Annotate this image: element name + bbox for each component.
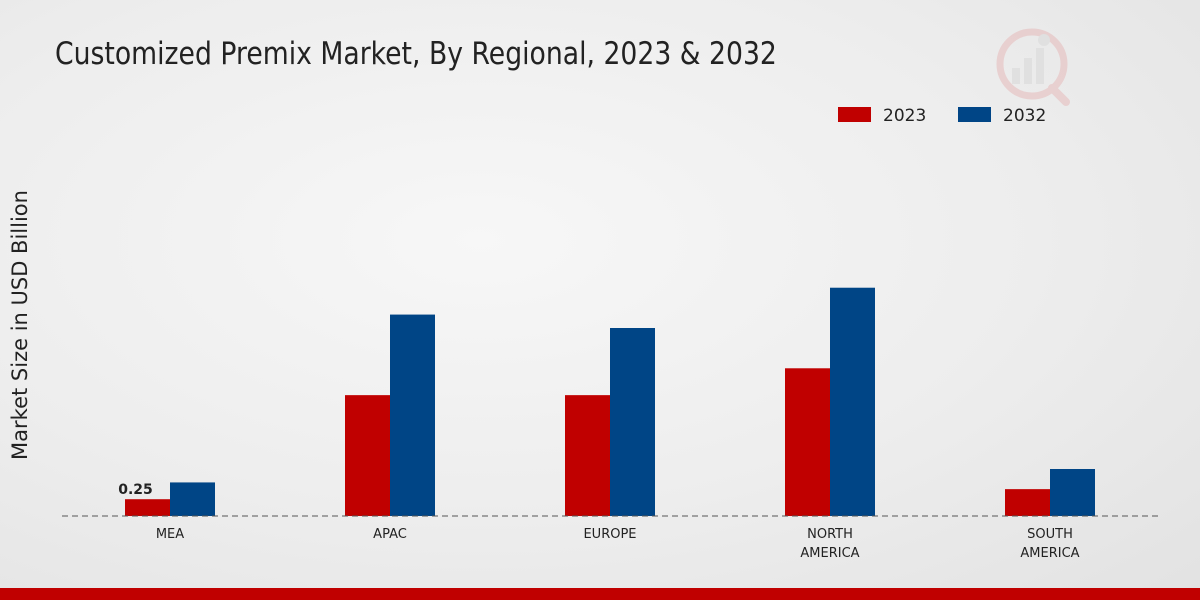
bar-2023-south-america: [1005, 489, 1050, 516]
x-tick-label-south-america: SOUTH AMERICA: [1020, 527, 1079, 561]
logo-watermark-icon: [996, 28, 1070, 106]
x-tick-label-europe: EUROPE: [583, 527, 636, 542]
bar-2032-apac: [390, 314, 435, 516]
bar-2032-north-america: [830, 287, 875, 516]
y-axis-label: Market Size in USD Billion: [8, 190, 32, 460]
x-tick-label-mea: MEA: [156, 527, 184, 542]
legend-swatch-2023: [838, 107, 871, 122]
data-label: 0.25: [118, 482, 153, 498]
bar-2032-south-america: [1050, 469, 1095, 516]
bar-2023-apac: [345, 395, 390, 516]
legend: 2023 2032: [838, 106, 1046, 126]
bar-2023-north-america: [785, 368, 830, 516]
x-tick-label-apac: APAC: [373, 527, 407, 542]
footer-bar: [0, 588, 1200, 600]
bar-2023-europe: [565, 395, 610, 516]
bar-2032-europe: [610, 328, 655, 516]
legend-label-2032: 2032: [1003, 106, 1046, 126]
chart-title: Customized Premix Market, By Regional, 2…: [55, 36, 777, 72]
data-labels-group: 0.25: [118, 482, 153, 498]
bar-2023-mea: [125, 499, 170, 516]
bar-2032-mea: [170, 482, 215, 516]
x-tick-labels: MEA APAC EUROPE NORTH AMERICA SOUTH AMERICA: [156, 527, 1080, 561]
bars-group: [125, 287, 1095, 516]
x-tick-label-north-america: NORTH AMERICA: [800, 527, 859, 561]
legend-swatch-2032: [958, 107, 991, 122]
legend-label-2023: 2023: [883, 106, 926, 126]
